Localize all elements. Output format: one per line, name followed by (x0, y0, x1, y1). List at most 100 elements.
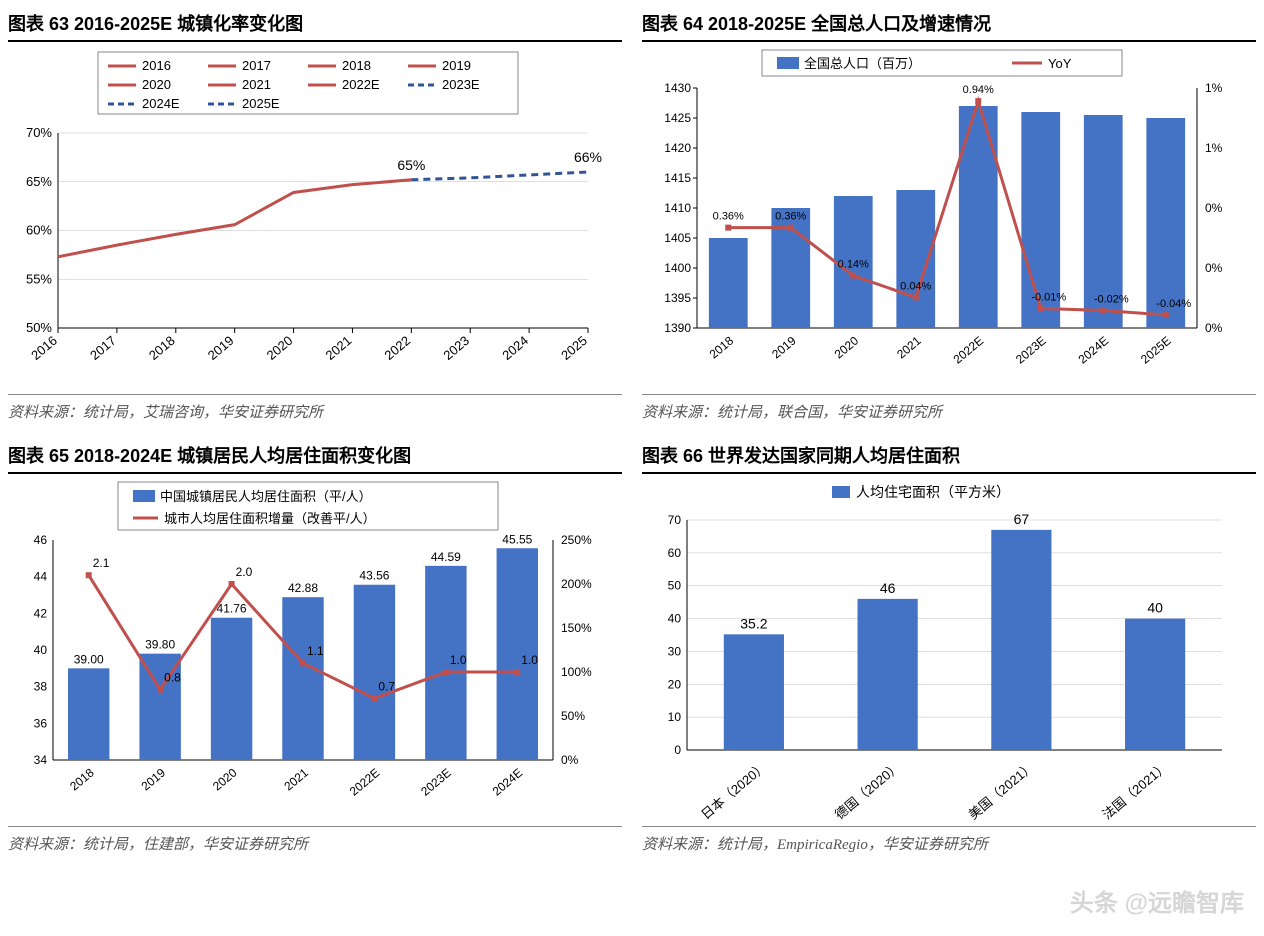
svg-text:46: 46 (880, 580, 896, 596)
svg-text:150%: 150% (561, 621, 592, 635)
svg-text:45.55: 45.55 (502, 532, 532, 546)
svg-text:1%: 1% (1205, 141, 1223, 155)
chart-65-source: 资料来源：统计局，住建部，华安证券研究所 (8, 826, 622, 854)
svg-text:0: 0 (674, 743, 681, 757)
svg-text:40: 40 (668, 612, 682, 626)
svg-text:2018: 2018 (707, 333, 737, 361)
svg-text:46: 46 (34, 533, 48, 547)
svg-text:2.1: 2.1 (93, 556, 110, 570)
svg-text:20: 20 (668, 677, 682, 691)
chart-65-panel: 图表 65 2018-2024E 城镇居民人均居住面积变化图 中国城镇居民人均居… (8, 442, 622, 854)
svg-text:0.7: 0.7 (378, 679, 395, 693)
chart-64-source: 资料来源：统计局，联合国，华安证券研究所 (642, 394, 1256, 422)
svg-text:2023E: 2023E (418, 766, 454, 799)
svg-text:2019: 2019 (442, 58, 471, 73)
svg-text:2021: 2021 (281, 765, 311, 793)
svg-text:34: 34 (34, 753, 48, 767)
svg-text:2024E: 2024E (490, 766, 526, 799)
svg-text:65%: 65% (397, 157, 425, 173)
svg-text:1.0: 1.0 (521, 653, 538, 667)
svg-text:10: 10 (668, 710, 682, 724)
svg-text:2022E: 2022E (347, 766, 383, 799)
svg-text:0.04%: 0.04% (900, 280, 931, 292)
svg-text:44.59: 44.59 (431, 550, 461, 564)
svg-text:1%: 1% (1205, 81, 1223, 95)
svg-text:2024: 2024 (499, 333, 531, 363)
svg-text:0%: 0% (1205, 261, 1223, 275)
svg-text:40: 40 (34, 643, 48, 657)
svg-text:1425: 1425 (664, 111, 691, 125)
svg-text:39.00: 39.00 (74, 652, 104, 666)
svg-text:中国城镇居民人均居住面积（平/人）: 中国城镇居民人均居住面积（平/人） (160, 489, 372, 504)
svg-text:2018: 2018 (342, 58, 371, 73)
svg-text:0%: 0% (1205, 201, 1223, 215)
svg-text:2022E: 2022E (951, 334, 987, 367)
chart-66-panel: 图表 66 世界发达国家同期人均居住面积 人均住宅面积（平方米）01020304… (642, 442, 1256, 854)
chart-63-title: 图表 63 2016-2025E 城镇化率变化图 (8, 10, 622, 42)
svg-text:1420: 1420 (664, 141, 691, 155)
svg-text:-0.02%: -0.02% (1094, 294, 1129, 306)
svg-text:2019: 2019 (139, 765, 169, 793)
svg-text:39.80: 39.80 (145, 638, 175, 652)
svg-text:2021: 2021 (242, 77, 271, 92)
svg-text:0.14%: 0.14% (838, 259, 869, 271)
svg-text:66%: 66% (574, 149, 602, 165)
svg-text:2017: 2017 (242, 58, 271, 73)
svg-text:60%: 60% (26, 223, 52, 238)
svg-text:1.1: 1.1 (307, 644, 324, 658)
chart-63-panel: 图表 63 2016-2025E 城镇化率变化图 201620172018201… (8, 10, 622, 422)
svg-text:55%: 55% (26, 271, 52, 286)
svg-text:50%: 50% (561, 709, 585, 723)
watermark: 头条 @远瞻智库 (1070, 883, 1244, 918)
svg-text:2023E: 2023E (442, 77, 480, 92)
svg-text:2020: 2020 (264, 333, 296, 363)
svg-text:0.36%: 0.36% (713, 211, 744, 223)
svg-text:2019: 2019 (769, 333, 799, 361)
chart-63-source: 资料来源：统计局，艾瑞咨询，华安证券研究所 (8, 394, 622, 422)
svg-text:44: 44 (34, 570, 48, 584)
svg-text:38: 38 (34, 680, 48, 694)
svg-text:1430: 1430 (664, 81, 691, 95)
chart-66-svg: 人均住宅面积（平方米）01020304050607035.2日本（2020）46… (642, 480, 1242, 820)
svg-text:65%: 65% (26, 174, 52, 189)
svg-text:日本（2020）: 日本（2020） (698, 759, 770, 820)
svg-text:2024E: 2024E (1076, 334, 1112, 367)
svg-text:70%: 70% (26, 125, 52, 140)
svg-text:2025: 2025 (558, 333, 590, 363)
chart-63-svg: 2016 2017 2018 2019 2020 2021 2022E 2023E 2024E 2… (8, 48, 608, 388)
svg-text:2018: 2018 (146, 333, 178, 363)
svg-text:0.36%: 0.36% (775, 211, 806, 223)
svg-text:250%: 250% (561, 533, 592, 547)
svg-text:30: 30 (668, 644, 682, 658)
svg-text:41.76: 41.76 (217, 602, 247, 616)
svg-text:200%: 200% (561, 577, 592, 591)
svg-text:美国（2021）: 美国（2021） (966, 759, 1038, 820)
chart-65-svg: 中国城镇居民人均居住面积（平/人）城市人均居住面积增量（改善平/人）343638… (8, 480, 608, 820)
svg-text:35.2: 35.2 (740, 615, 767, 631)
svg-text:50: 50 (668, 579, 682, 593)
svg-text:2020: 2020 (832, 333, 862, 361)
svg-text:1415: 1415 (664, 171, 691, 185)
svg-text:1400: 1400 (664, 261, 691, 275)
svg-text:2023: 2023 (440, 333, 472, 363)
chart-64-svg: 全国总人口（百万）YoY1390139514001405141014151420… (642, 48, 1242, 388)
svg-text:2016: 2016 (28, 333, 60, 363)
svg-text:-0.04%: -0.04% (1156, 298, 1191, 310)
svg-text:2022E: 2022E (342, 77, 380, 92)
svg-text:2019: 2019 (205, 333, 237, 363)
svg-text:2022: 2022 (381, 333, 413, 363)
svg-text:2020: 2020 (142, 77, 171, 92)
svg-text:1405: 1405 (664, 231, 691, 245)
svg-text:2024E: 2024E (142, 96, 180, 111)
svg-text:2025E: 2025E (242, 96, 280, 111)
chart-64-title: 图表 64 2018-2025E 全国总人口及增速情况 (642, 10, 1256, 42)
svg-text:德国（2020）: 德国（2020） (832, 759, 904, 820)
svg-text:2.0: 2.0 (236, 565, 253, 579)
svg-text:2020: 2020 (210, 765, 240, 793)
svg-text:全国总人口（百万）: 全国总人口（百万） (804, 56, 921, 71)
svg-text:67: 67 (1014, 511, 1030, 527)
svg-text:2023E: 2023E (1013, 334, 1049, 367)
svg-text:1.0: 1.0 (450, 653, 467, 667)
svg-text:-0.01%: -0.01% (1031, 291, 1066, 303)
svg-text:50%: 50% (26, 320, 52, 335)
